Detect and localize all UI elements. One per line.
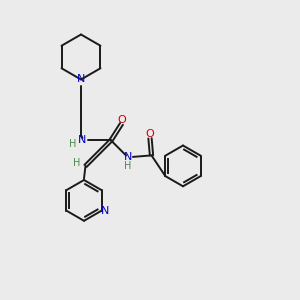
Text: N: N [101,206,110,216]
Text: N: N [78,135,87,146]
Text: O: O [146,129,154,140]
Text: N: N [124,152,132,162]
Text: H: H [124,161,132,171]
Text: O: O [117,115,126,125]
Text: N: N [77,74,85,85]
Text: H: H [69,139,76,149]
Text: H: H [73,158,80,169]
